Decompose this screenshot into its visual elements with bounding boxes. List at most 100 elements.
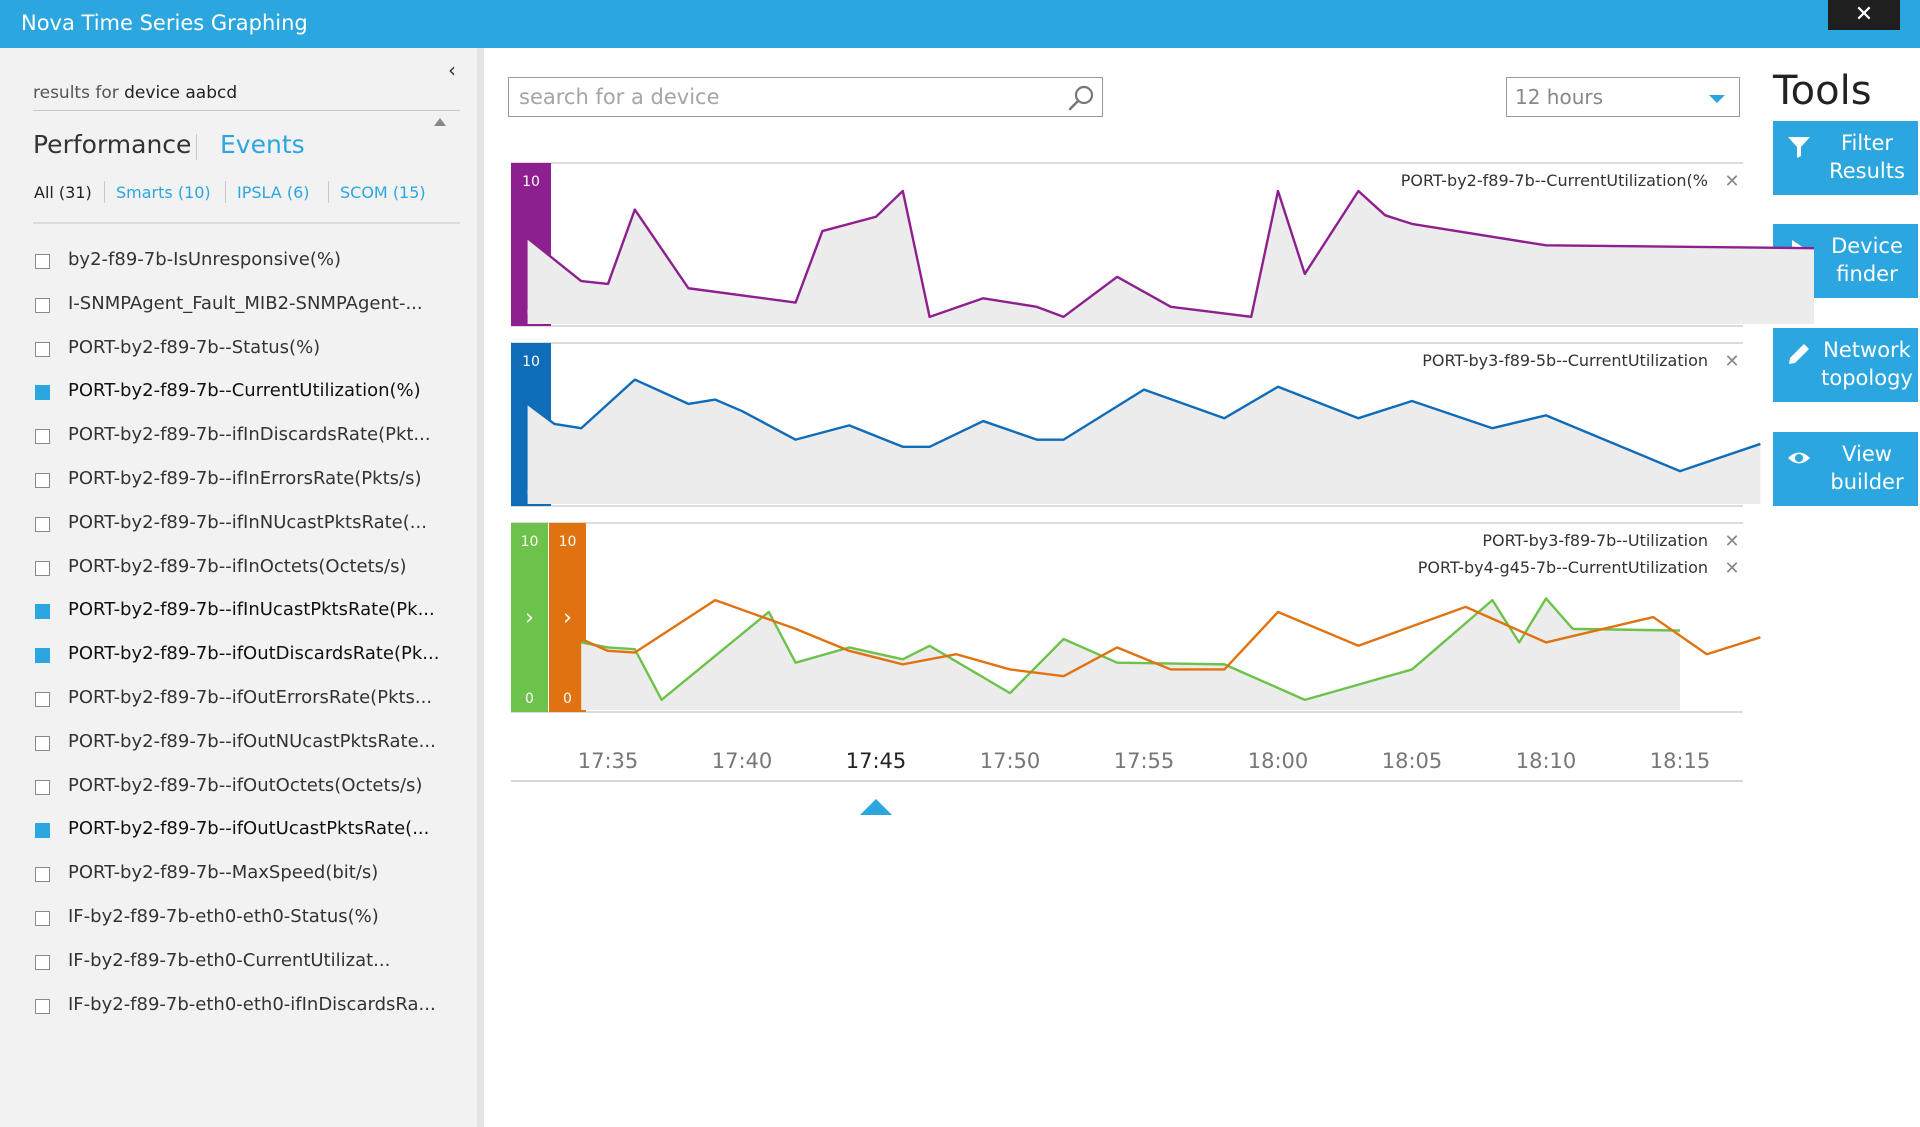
tab-performance[interactable]: Performance (33, 130, 192, 159)
title-bar: Nova Time Series Graphing ✕ (0, 0, 1920, 48)
metric-item[interactable]: PORT-by2-f89-7b--ifOutUcastPktsRate(... (33, 815, 463, 845)
time-range-select[interactable]: 12 hours (1506, 77, 1740, 117)
time-tick-label[interactable]: 18:05 (1382, 749, 1443, 773)
metric-label: I-SNMPAgent_Fault_MIB2-SNMPAgent-... (68, 292, 423, 314)
network-topology-label: Network topology (1819, 336, 1915, 392)
tools-title: Tools (1773, 68, 1872, 114)
filter-2[interactable]: IPSLA (6) (237, 183, 310, 202)
time-tick-label[interactable]: 17:40 (712, 749, 773, 773)
metric-checkbox[interactable] (35, 516, 50, 532)
metric-item[interactable]: PORT-by2-f89-7b--MaxSpeed(bit/s) (33, 859, 463, 889)
time-tick-label[interactable]: 17:55 (1114, 749, 1175, 773)
metric-item[interactable]: IF-by2-f89-7b-eth0-CurrentUtilizat... (33, 947, 463, 977)
time-tick-label[interactable]: 18:10 (1516, 749, 1577, 773)
metric-checkbox[interactable] (35, 911, 50, 926)
metric-label: IF-by2-f89-7b-eth0-eth0-ifInDiscardsRa..… (68, 993, 436, 1015)
metric-checkbox[interactable] (35, 998, 50, 1014)
metric-checkbox[interactable] (35, 341, 50, 357)
metric-item[interactable]: PORT-by2-f89-7b--ifOutDiscardsRate(Pk... (33, 640, 463, 670)
results-device: device aabcd (124, 83, 238, 103)
metric-checkbox[interactable] (35, 297, 50, 313)
filter-separator (328, 181, 329, 203)
search-icon[interactable] (1067, 83, 1097, 113)
time-tick-label[interactable]: 17:35 (578, 749, 639, 773)
scroll-up-icon[interactable] (434, 118, 446, 126)
metric-item[interactable]: IF-by2-f89-7b-eth0-eth0-Status(%) (33, 903, 463, 933)
time-cursor-icon[interactable] (860, 799, 892, 815)
sidebar-divider (477, 48, 484, 1127)
view-builder-button[interactable]: View builder (1773, 432, 1918, 506)
metric-checkbox[interactable] (35, 254, 50, 269)
filter-results-button[interactable]: Filter Results (1773, 121, 1918, 195)
remove-series-icon[interactable]: ✕ (1724, 531, 1739, 552)
app-title: Nova Time Series Graphing (21, 11, 308, 35)
metric-item[interactable]: PORT-by2-f89-7b--ifOutOctets(Octets/s) (33, 772, 463, 802)
play-icon (1792, 240, 1807, 260)
filter-3[interactable]: SCOM (15) (340, 183, 426, 202)
metric-checkbox[interactable] (35, 604, 50, 620)
metric-item[interactable]: PORT-by2-f89-7b--ifOutErrorsRate(Pkts... (33, 684, 463, 714)
axis-max-label: 10 (559, 534, 577, 550)
metric-item[interactable]: PORT-by2-f89-7b--ifInUcastPktsRate(Pk... (33, 596, 463, 626)
metric-checkbox[interactable] (35, 560, 50, 576)
filter-divider (33, 222, 460, 224)
metric-checkbox[interactable] (35, 867, 50, 883)
metric-checkbox[interactable] (35, 779, 50, 795)
network-topology-button[interactable]: Network topology (1773, 328, 1918, 402)
metric-label: PORT-by2-f89-7b--ifOutDiscardsRate(Pk... (68, 643, 440, 665)
axis-max-label: 10 (522, 354, 540, 370)
series-legend-label: PORT-by3-f89-7b--Utilization (1482, 531, 1708, 550)
metric-item[interactable]: PORT-by2-f89-7b--ifInErrorsRate(Pkts/s) (33, 465, 463, 495)
search-box[interactable] (508, 77, 1103, 117)
remove-series-icon[interactable]: ✕ (1724, 351, 1739, 372)
expand-axis-icon[interactable]: › (527, 233, 536, 258)
search-input[interactable] (519, 84, 1039, 110)
results-prefix: results for (33, 83, 119, 103)
remove-series-icon[interactable]: ✕ (1724, 171, 1739, 192)
expand-axis-icon[interactable]: › (527, 413, 536, 438)
axis-max-label: 10 (522, 174, 540, 190)
filter-1[interactable]: Smarts (10) (116, 183, 211, 202)
metric-checkbox[interactable] (35, 385, 50, 401)
series-legend-label: PORT-by2-f89-7b--CurrentUtilization(% (1401, 171, 1708, 190)
metric-item[interactable]: PORT-by2-f89-7b--ifInOctets(Octets/s) (33, 553, 463, 583)
metric-item[interactable]: PORT-by2-f89-7b--ifOutNUcastPktsRate... (33, 728, 463, 758)
collapse-sidebar-icon[interactable]: ‹ (448, 58, 456, 82)
metric-checkbox[interactable] (35, 823, 50, 839)
filter-results-label: Filter Results (1819, 129, 1915, 185)
series-line (526, 189, 1815, 319)
expand-axis-icon[interactable]: › (525, 606, 534, 631)
metric-label: PORT-by2-f89-7b--ifInDiscardsRate(Pkt... (68, 424, 431, 446)
pencil-icon (1789, 344, 1809, 364)
metric-item[interactable]: I-SNMPAgent_Fault_MIB2-SNMPAgent-... (33, 290, 463, 320)
metric-checkbox[interactable] (35, 954, 50, 970)
series-line (580, 597, 1681, 702)
time-tick-label[interactable]: 18:00 (1248, 749, 1309, 773)
close-button[interactable]: ✕ (1828, 0, 1900, 30)
filter-icon (1788, 137, 1810, 158)
network-topology-line1: Network (1823, 338, 1911, 362)
expand-axis-icon[interactable]: › (563, 606, 572, 631)
metric-item[interactable]: PORT-by2-f89-7b--Status(%) (33, 334, 463, 364)
tab-events[interactable]: Events (220, 130, 305, 159)
filter-0[interactable]: All (31) (34, 183, 92, 202)
device-finder-button[interactable]: Device finder (1773, 224, 1918, 298)
time-tick-label[interactable]: 17:45 (846, 749, 907, 773)
time-tick-label[interactable]: 18:15 (1650, 749, 1711, 773)
time-tick-label[interactable]: 17:50 (980, 749, 1041, 773)
metric-checkbox[interactable] (35, 473, 50, 488)
metric-item[interactable]: IF-by2-f89-7b-eth0-eth0-ifInDiscardsRa..… (33, 991, 463, 1021)
metric-checkbox[interactable] (35, 429, 50, 445)
metric-item[interactable]: by2-f89-7b-IsUnresponsive(%) (33, 246, 463, 276)
remove-series-icon[interactable]: ✕ (1724, 558, 1739, 579)
metric-checkbox[interactable] (35, 692, 50, 707)
metric-item[interactable]: PORT-by2-f89-7b--CurrentUtilization(%) (33, 377, 463, 407)
metric-checkbox[interactable] (35, 735, 50, 751)
metric-label: PORT-by2-f89-7b--ifInErrorsRate(Pkts/s) (68, 468, 422, 489)
metric-item[interactable]: PORT-by2-f89-7b--ifInDiscardsRate(Pkt... (33, 421, 463, 451)
series-line (580, 598, 1761, 678)
metric-item[interactable]: PORT-by2-f89-7b--ifInNUcastPktsRate(... (33, 509, 463, 539)
axis-min-label: 0 (525, 691, 534, 707)
metric-checkbox[interactable] (35, 648, 50, 664)
view-builder-label: View builder (1819, 440, 1915, 496)
